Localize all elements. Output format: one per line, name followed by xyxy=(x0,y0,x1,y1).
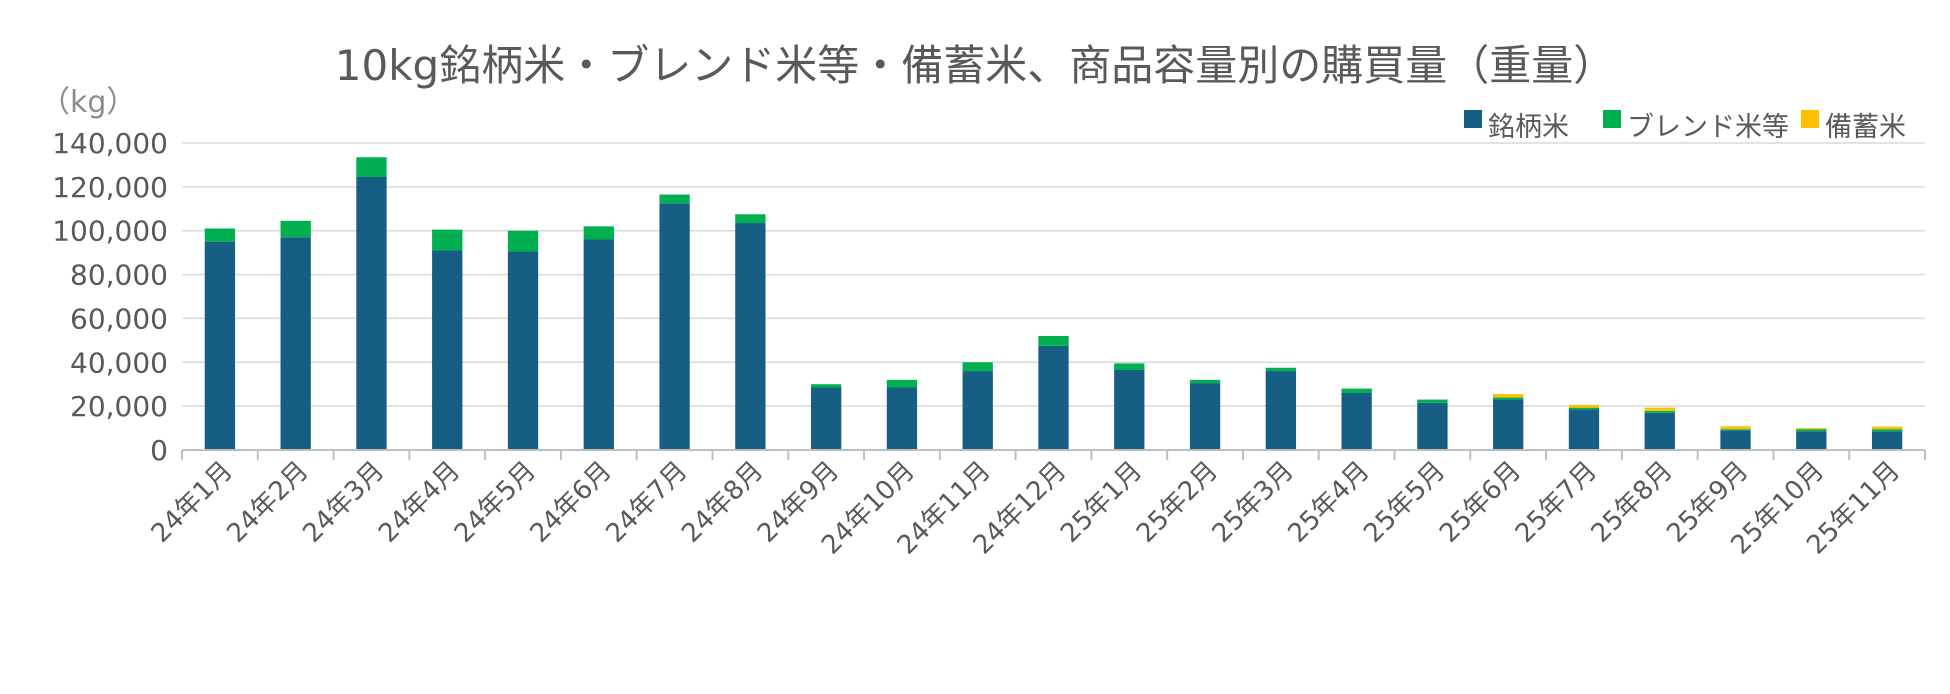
bar-segment xyxy=(659,194,690,204)
bar-segment xyxy=(204,228,236,242)
bar-segment xyxy=(1038,335,1069,346)
legend: 銘柄米 ブレンド米等 備蓄米 xyxy=(1464,110,1906,143)
bar-segment xyxy=(1493,399,1524,450)
bar-segment xyxy=(432,229,463,251)
y-tick-label: 100,000 xyxy=(52,215,168,248)
bar-segment xyxy=(962,362,993,372)
x-tick-label: 24年8月 xyxy=(676,456,769,549)
y-tick-label: 20,000 xyxy=(70,390,168,423)
x-tick-label: 25年1月 xyxy=(1055,456,1148,549)
bar-segment xyxy=(810,387,842,450)
bar-segment xyxy=(1038,345,1069,450)
bar-segment xyxy=(356,176,387,450)
bar-segment xyxy=(1871,426,1903,430)
bar-segment xyxy=(1796,429,1827,432)
bar-segment xyxy=(1189,379,1221,384)
bar-segment xyxy=(659,203,690,450)
y-tick-label: 120,000 xyxy=(52,171,168,204)
bar-segment xyxy=(1720,426,1751,430)
bar-segment xyxy=(507,251,539,450)
bar-segment xyxy=(1568,404,1600,408)
y-axis-unit-label: （kg） xyxy=(40,85,136,120)
bar-segment xyxy=(1720,429,1751,431)
y-tick-label: 140,000 xyxy=(52,127,168,160)
bar-segment xyxy=(1417,402,1448,450)
chart-title: 10kg銘柄米・ブレンド米等・備蓄米、商品容量別の購買量（重量） xyxy=(335,41,1615,90)
legend-label: 備蓄米 xyxy=(1825,112,1906,143)
x-tick-label: 25年4月 xyxy=(1282,456,1375,549)
x-tick-label: 25年8月 xyxy=(1586,456,1679,549)
x-axis-ticks: 24年1月24年2月24年3月24年4月24年5月24年6月24年7月24年8月… xyxy=(146,456,1906,561)
bar-segment xyxy=(1265,371,1297,450)
bar-segment xyxy=(1644,407,1675,411)
bar-segment xyxy=(1189,383,1221,450)
x-tick-label: 25年3月 xyxy=(1207,456,1300,549)
x-tick-label: 25年2月 xyxy=(1131,456,1224,549)
bar-segment xyxy=(1114,369,1145,450)
y-axis-ticks: 0 20,000 40,000 60,000 80,000 100,000 120,000 1… xyxy=(52,127,168,467)
bar-segment xyxy=(1568,407,1600,410)
x-tick-label: 24年5月 xyxy=(449,456,542,549)
bar-segment xyxy=(1568,409,1600,450)
x-tick-label: 24年3月 xyxy=(297,456,390,549)
bar-segment xyxy=(1417,399,1448,403)
bar-segment xyxy=(735,214,766,224)
bar-segment xyxy=(1644,410,1675,413)
y-tick-label: 0 xyxy=(150,434,168,467)
y-tick-label: 40,000 xyxy=(70,346,168,379)
bar-segment xyxy=(1871,429,1903,432)
bar-segment xyxy=(886,379,918,388)
gridlines xyxy=(182,142,1925,407)
bar-segment xyxy=(1796,428,1827,430)
legend-label: 銘柄米 xyxy=(1488,112,1569,143)
bar-segment xyxy=(1341,388,1372,393)
bar-segment xyxy=(1265,367,1297,372)
bar-segment xyxy=(1493,397,1524,400)
bar-segment xyxy=(1720,430,1751,450)
y-tick-label: 80,000 xyxy=(70,259,168,292)
x-tick-label: 24年4月 xyxy=(373,456,466,549)
bar-segment xyxy=(1341,392,1372,450)
legend-swatch xyxy=(1464,110,1482,128)
bar-segment xyxy=(1796,431,1827,450)
bar-segment xyxy=(886,387,918,450)
bar-segment xyxy=(1493,394,1524,398)
legend-label: ブレンド米等 xyxy=(1627,112,1789,143)
bar-segment xyxy=(507,230,539,252)
bar-segment xyxy=(432,250,463,450)
x-tick-label: 24年7月 xyxy=(600,456,693,549)
x-tick-label: 24年1月 xyxy=(146,456,239,549)
bar-segment xyxy=(583,226,614,240)
bar-segment xyxy=(583,239,614,450)
bar-segment xyxy=(280,220,311,238)
y-tick-label: 60,000 xyxy=(70,302,168,335)
bar-segment xyxy=(735,223,766,450)
bar-segment xyxy=(962,371,993,450)
legend-swatch xyxy=(1801,110,1819,128)
bar-segment xyxy=(280,237,311,450)
x-tick-label: 25年5月 xyxy=(1358,456,1451,549)
bars xyxy=(204,157,1903,450)
x-axis xyxy=(181,449,1926,460)
legend-swatch xyxy=(1603,110,1621,128)
bar-segment xyxy=(810,384,842,388)
bar-segment xyxy=(1114,363,1145,370)
x-tick-label: 25年7月 xyxy=(1510,456,1603,549)
x-tick-label: 25年6月 xyxy=(1434,456,1527,549)
bar-segment xyxy=(1644,412,1675,450)
bar-segment xyxy=(356,157,387,177)
x-tick-label: 24年2月 xyxy=(222,456,315,549)
x-tick-label: 24年6月 xyxy=(525,456,618,549)
bar-segment xyxy=(204,241,236,450)
bar-segment xyxy=(1871,431,1903,450)
